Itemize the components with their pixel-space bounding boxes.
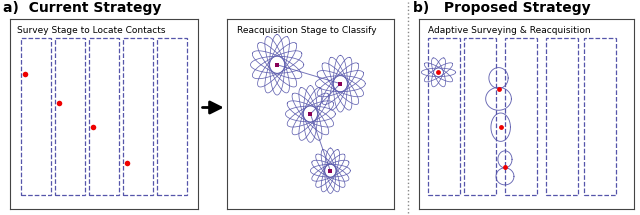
Text: Adaptive Surveying & Reacquisition: Adaptive Surveying & Reacquisition bbox=[428, 26, 591, 35]
Bar bbox=[89, 38, 119, 195]
Bar bbox=[584, 38, 616, 195]
Text: b)   Proposed Strategy: b) Proposed Strategy bbox=[413, 1, 591, 15]
Bar bbox=[546, 38, 578, 195]
Text: Survey Stage to Locate Contacts: Survey Stage to Locate Contacts bbox=[17, 26, 166, 35]
Bar bbox=[428, 38, 460, 195]
Text: a)  Current Strategy: a) Current Strategy bbox=[3, 1, 161, 15]
Bar bbox=[157, 38, 187, 195]
Bar bbox=[464, 38, 497, 195]
Text: Reacquisition Stage to Classify: Reacquisition Stage to Classify bbox=[237, 26, 377, 35]
Bar bbox=[21, 38, 51, 195]
Bar bbox=[123, 38, 153, 195]
Bar bbox=[55, 38, 85, 195]
Bar bbox=[505, 38, 537, 195]
